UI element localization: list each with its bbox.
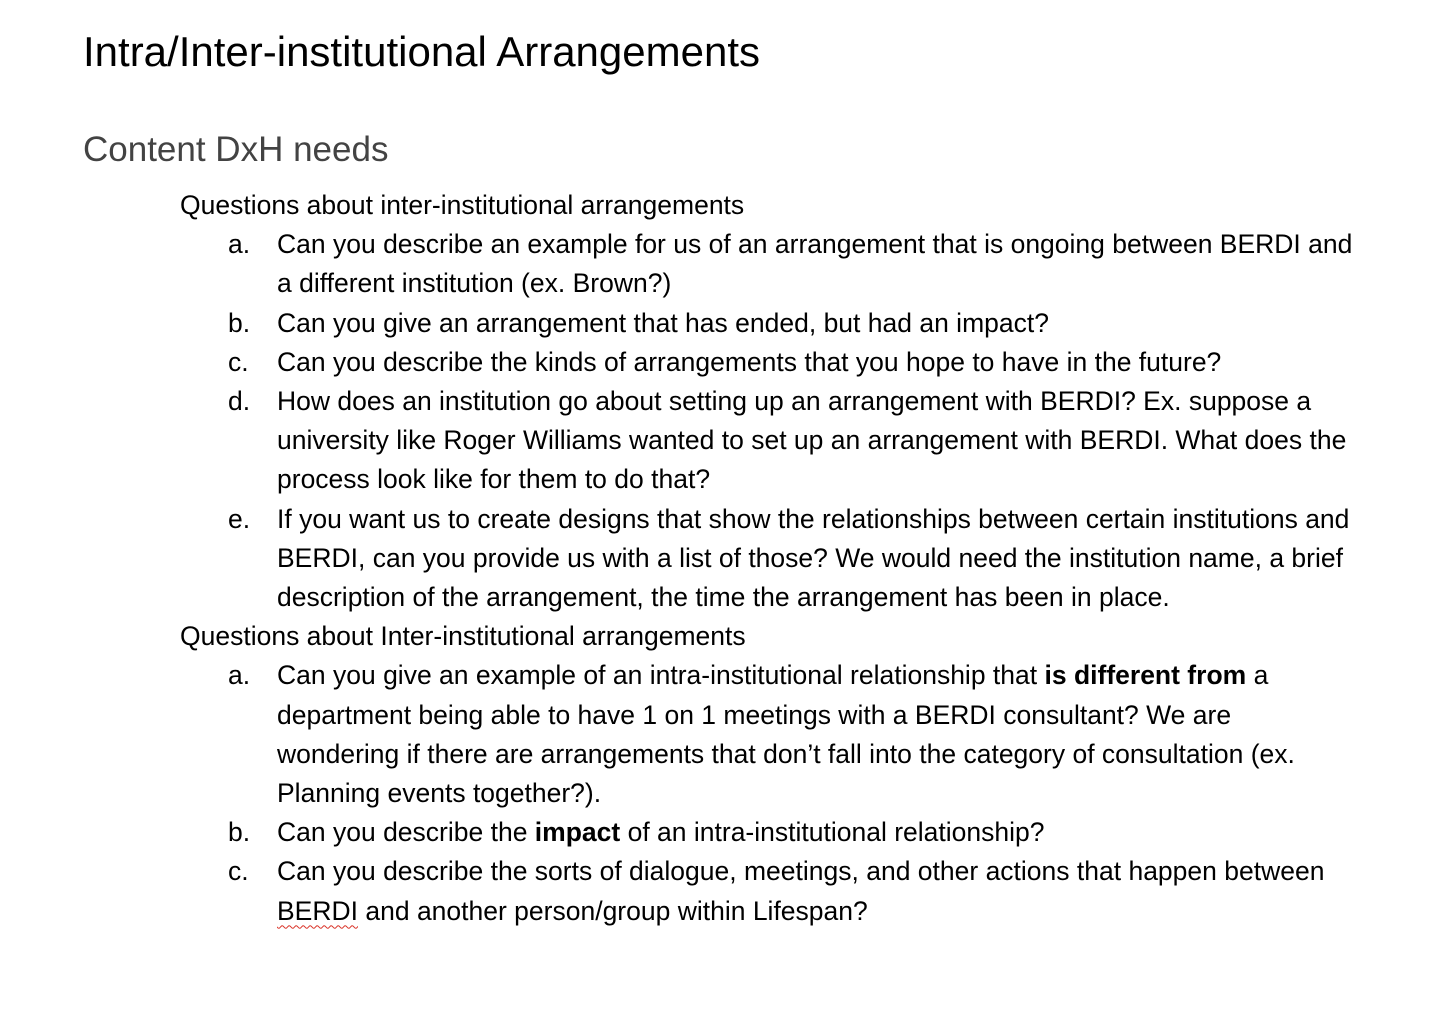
question-text-bold: impact xyxy=(534,817,621,848)
question-text-bold: is different from xyxy=(1044,660,1247,691)
document-body: Questions about inter-institutional arra… xyxy=(180,186,1380,931)
question-text: Can you describe the kinds of arrangemen… xyxy=(277,346,1222,377)
question-list-intra: a. Can you give an example of an intra-i… xyxy=(180,656,1380,930)
question-text: Can you describe the xyxy=(277,817,535,848)
list-marker: e. xyxy=(228,503,251,534)
list-marker: c. xyxy=(228,856,249,887)
list-item: c. Can you describe the sorts of dialogu… xyxy=(180,852,1357,930)
list-marker: b. xyxy=(228,817,251,848)
question-text: and another person/group within Lifespan… xyxy=(358,895,868,926)
list-marker: b. xyxy=(228,307,251,338)
list-item: a. Can you describe an example for us of… xyxy=(180,225,1357,303)
question-text: a department being able to have 1 on 1 m… xyxy=(277,660,1295,809)
list-item: a. Can you give an example of an intra-i… xyxy=(180,656,1357,813)
spellcheck-flagged-word[interactable]: BERDI xyxy=(277,895,358,926)
question-text: of an intra-institutional relationship? xyxy=(620,817,1045,848)
question-text: Can you describe an example for us of an… xyxy=(277,229,1353,299)
section-heading-intra: Questions about Inter-institutional arra… xyxy=(180,621,746,652)
question-list-inter: a. Can you describe an example for us of… xyxy=(180,225,1380,617)
document-subtitle: Content DxH needs xyxy=(83,130,389,169)
list-item: b. Can you describe the impact of an int… xyxy=(180,813,1357,852)
question-text: How does an institution go about setting… xyxy=(277,386,1347,495)
list-item: e. If you want us to create designs that… xyxy=(180,500,1357,618)
list-item: b. Can you give an arrangement that has … xyxy=(180,304,1357,343)
question-text: Can you give an example of an intra-inst… xyxy=(277,660,1045,691)
list-marker: a. xyxy=(228,229,251,260)
question-text: Can you give an arrangement that has end… xyxy=(277,307,1049,338)
list-item: d. How does an institution go about sett… xyxy=(180,382,1357,500)
document-title: Intra/Inter-institutional Arrangements xyxy=(83,28,761,75)
question-text: Can you describe the sorts of dialogue, … xyxy=(277,856,1325,887)
list-marker: c. xyxy=(228,346,249,377)
question-text: If you want us to create designs that sh… xyxy=(277,503,1350,613)
list-marker: d. xyxy=(228,386,251,417)
list-item: c. Can you describe the kinds of arrange… xyxy=(180,343,1357,382)
list-marker: a. xyxy=(228,660,251,691)
section-heading-inter: Questions about inter-institutional arra… xyxy=(180,190,745,220)
